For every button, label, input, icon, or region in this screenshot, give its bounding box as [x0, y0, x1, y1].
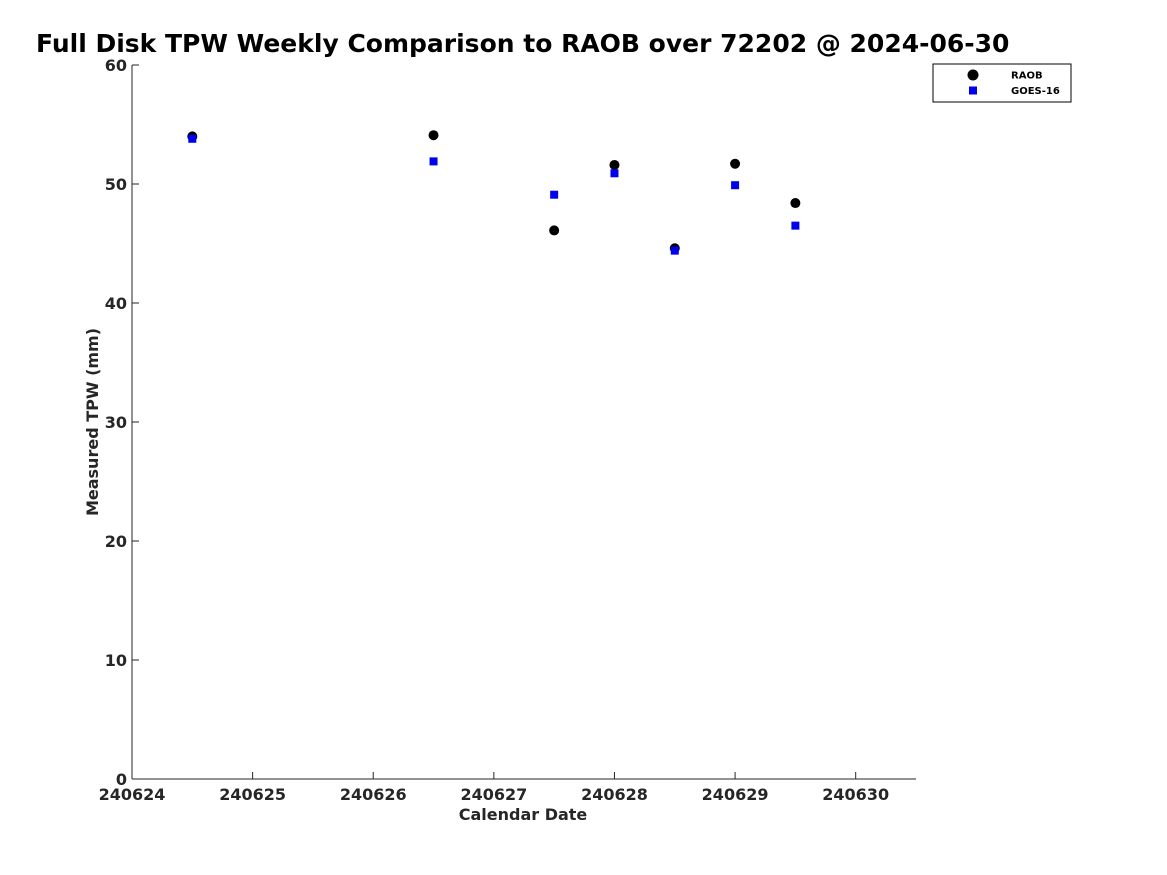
- x-axis-ticks: 240624 240625 240626 240627 240628 240629 2406…: [99, 772, 889, 804]
- legend-goes-label: GOES-16: [1011, 86, 1060, 97]
- y-tick-label: 60: [105, 56, 127, 75]
- goes-16-point: [610, 169, 619, 178]
- legend-raob-label: RAOB: [1011, 71, 1043, 82]
- goes-16-point: [429, 157, 438, 166]
- series-goes-16: [188, 134, 800, 255]
- x-tick-label: 240627: [460, 785, 527, 804]
- x-tick-label: 240625: [219, 785, 286, 804]
- y-tick-label: 10: [105, 651, 127, 670]
- x-tick-label: 240629: [702, 785, 769, 804]
- raob-point: [549, 225, 560, 236]
- goes-16-point: [188, 134, 197, 143]
- chart-title: Full Disk TPW Weekly Comparison to RAOB …: [36, 29, 1009, 58]
- raob-point: [730, 158, 741, 169]
- series-raob: [187, 130, 801, 254]
- goes-16-point: [791, 221, 800, 230]
- y-tick-label: 20: [105, 532, 127, 551]
- x-tick-label: 240630: [822, 785, 889, 804]
- y-tick-label: 0: [116, 770, 127, 789]
- goes-16-point: [670, 246, 679, 255]
- goes-16-point: [731, 181, 740, 190]
- x-tick-label: 240626: [340, 785, 407, 804]
- data-series: [187, 130, 801, 255]
- raob-point: [428, 130, 439, 141]
- y-tick-label: 30: [105, 413, 127, 432]
- x-tick-label: 240624: [99, 785, 166, 804]
- legend: RAOB GOES-16: [932, 63, 1072, 103]
- y-axis-label: Measured TPW (mm): [83, 328, 102, 516]
- goes-16-point: [550, 190, 559, 199]
- legend-box: [932, 63, 1072, 103]
- x-axis-label: Calendar Date: [459, 805, 588, 824]
- x-tick-label: 240628: [581, 785, 648, 804]
- raob-point: [609, 159, 620, 170]
- plot-area: [131, 65, 916, 780]
- legend-raob-marker: [967, 69, 979, 81]
- y-axis-ticks: 0 10 20 30 40 50 60: [105, 56, 139, 789]
- y-tick-label: 40: [105, 294, 127, 313]
- legend-goes-marker: [969, 86, 977, 95]
- y-tick-label: 50: [105, 175, 127, 194]
- raob-point: [790, 198, 801, 209]
